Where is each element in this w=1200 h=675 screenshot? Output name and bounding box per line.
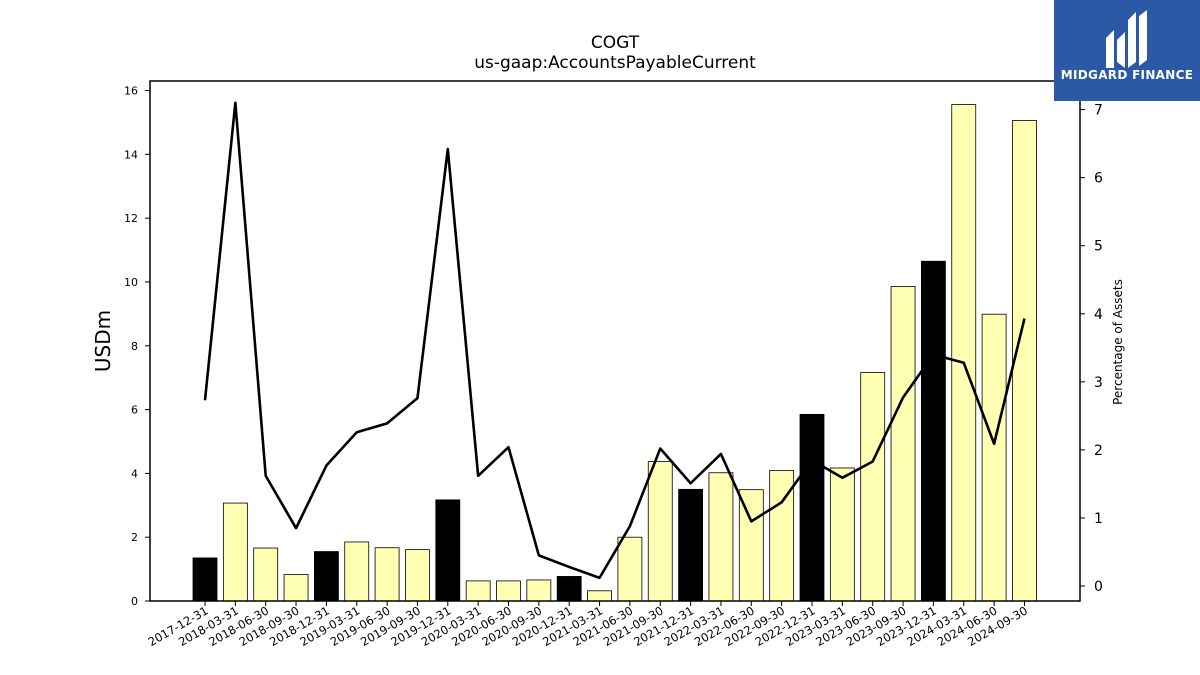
bar-2018-09-30 [283, 574, 309, 602]
midgard-finance-logo: MIDGARD FINANCE [1054, 0, 1200, 101]
y-tick-label-16: 16 [124, 85, 138, 98]
bar-2024-09-30 [1012, 120, 1037, 602]
y-tick-label-14: 14 [124, 148, 138, 161]
y-tick-label-10: 10 [124, 276, 138, 289]
y-tick-label-8: 8 [131, 340, 138, 353]
bar-2021-12-31 [678, 488, 703, 602]
chart-subtitle: us-gaap:AccountsPayableCurrent [474, 53, 756, 73]
bar-2021-09-30 [647, 461, 673, 602]
bar-2022-06-30 [738, 489, 764, 602]
bar-2023-09-30 [890, 286, 916, 602]
bar-2019-06-30 [374, 547, 400, 602]
bar-2018-06-30 [253, 547, 279, 602]
y2-tick-label-3: 3 [1094, 375, 1103, 391]
bar-2018-03-31 [222, 502, 248, 602]
percentage-of-assets-line [203, 101, 1026, 580]
chart-title: COGT [590, 33, 640, 53]
logo-text: MIDGARD FINANCE [1060, 68, 1194, 82]
bar-2018-12-31 [313, 551, 339, 602]
bar-2023-06-30 [860, 372, 886, 602]
y-tick-label-2: 2 [131, 531, 138, 544]
y2-axis-label: Percentage of Assets [1111, 279, 1125, 405]
y-tick-label-4: 4 [131, 467, 138, 480]
y-tick-label-0: 0 [131, 595, 138, 608]
bar-2022-12-31 [799, 413, 825, 602]
y2-tick-label-5: 5 [1094, 239, 1103, 255]
bar-2022-03-31 [708, 472, 734, 602]
bar-2019-09-30 [405, 549, 430, 602]
bar-2020-06-30 [496, 580, 521, 602]
bar-2024-03-31 [951, 104, 977, 602]
bar-2020-09-30 [526, 579, 552, 602]
y2-tick-label-4: 4 [1094, 307, 1103, 323]
bar-2021-06-30 [617, 536, 643, 602]
bar-2020-03-31 [465, 580, 491, 602]
y-axis-label: USDm [91, 310, 115, 372]
bar-2021-03-31 [587, 590, 612, 602]
bar-2019-12-31 [435, 499, 461, 602]
y-tick-label-6: 6 [131, 404, 138, 417]
y-tick-label-12: 12 [124, 212, 138, 225]
bar-2023-12-31 [921, 260, 946, 602]
y2-tick-label-0: 0 [1094, 579, 1103, 595]
plot-frame [149, 80, 1081, 602]
logo-mark-icon [1106, 10, 1147, 68]
bar-2019-03-31 [344, 541, 370, 602]
y2-tick-label-7: 7 [1094, 103, 1103, 119]
bar-2023-03-31 [829, 467, 855, 602]
bar-2020-12-31 [556, 576, 582, 602]
y2-tick-label-6: 6 [1094, 171, 1103, 187]
y2-tick-label-2: 2 [1094, 443, 1103, 459]
bar-2024-06-30 [981, 313, 1007, 602]
bar-2017-12-31 [192, 557, 218, 602]
y2-tick-label-1: 1 [1094, 511, 1103, 527]
